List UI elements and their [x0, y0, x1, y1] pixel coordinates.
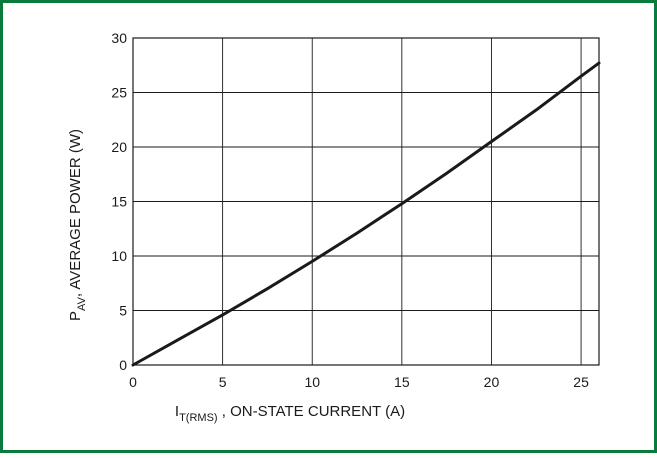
y-tick-label: 15	[111, 194, 127, 210]
y-tick-label: 5	[119, 303, 127, 319]
y-tick-label: 20	[111, 139, 127, 155]
y-tick-label: 25	[111, 85, 127, 101]
y-tick-labels: 0 5 10 15 20 25 30	[111, 30, 127, 373]
y-axis-title: PAV, AVERAGE POWER (W)	[67, 129, 88, 321]
x-tick-label: 5	[219, 374, 227, 390]
x-tick-label: 15	[394, 374, 410, 390]
x-axis-title-sub: T(RMS)	[179, 412, 218, 424]
x-tick-label: 20	[484, 374, 500, 390]
y-axis-title-sub: AV	[76, 296, 88, 311]
y-axis-title-rest: , AVERAGE POWER (W)	[67, 129, 84, 297]
y-axis-title-main: P	[67, 311, 84, 321]
x-axis-title: IT(RMS) , ON-STATE CURRENT (A)	[175, 403, 405, 424]
y-tick-label: 30	[111, 30, 127, 46]
x-tick-label: 10	[304, 374, 320, 390]
plot-area	[132, 37, 600, 366]
x-axis-title-main: I	[175, 403, 179, 420]
x-tick-labels: 0 5 10 15 20 25	[129, 374, 589, 390]
x-axis-title-rest: , ON-STATE CURRENT (A)	[218, 403, 406, 420]
y-tick-label: 10	[111, 248, 127, 264]
x-tick-label: 25	[573, 374, 589, 390]
y-tick-label: 0	[119, 357, 127, 373]
x-tick-label: 0	[129, 374, 137, 390]
data-series-line	[131, 61, 601, 367]
